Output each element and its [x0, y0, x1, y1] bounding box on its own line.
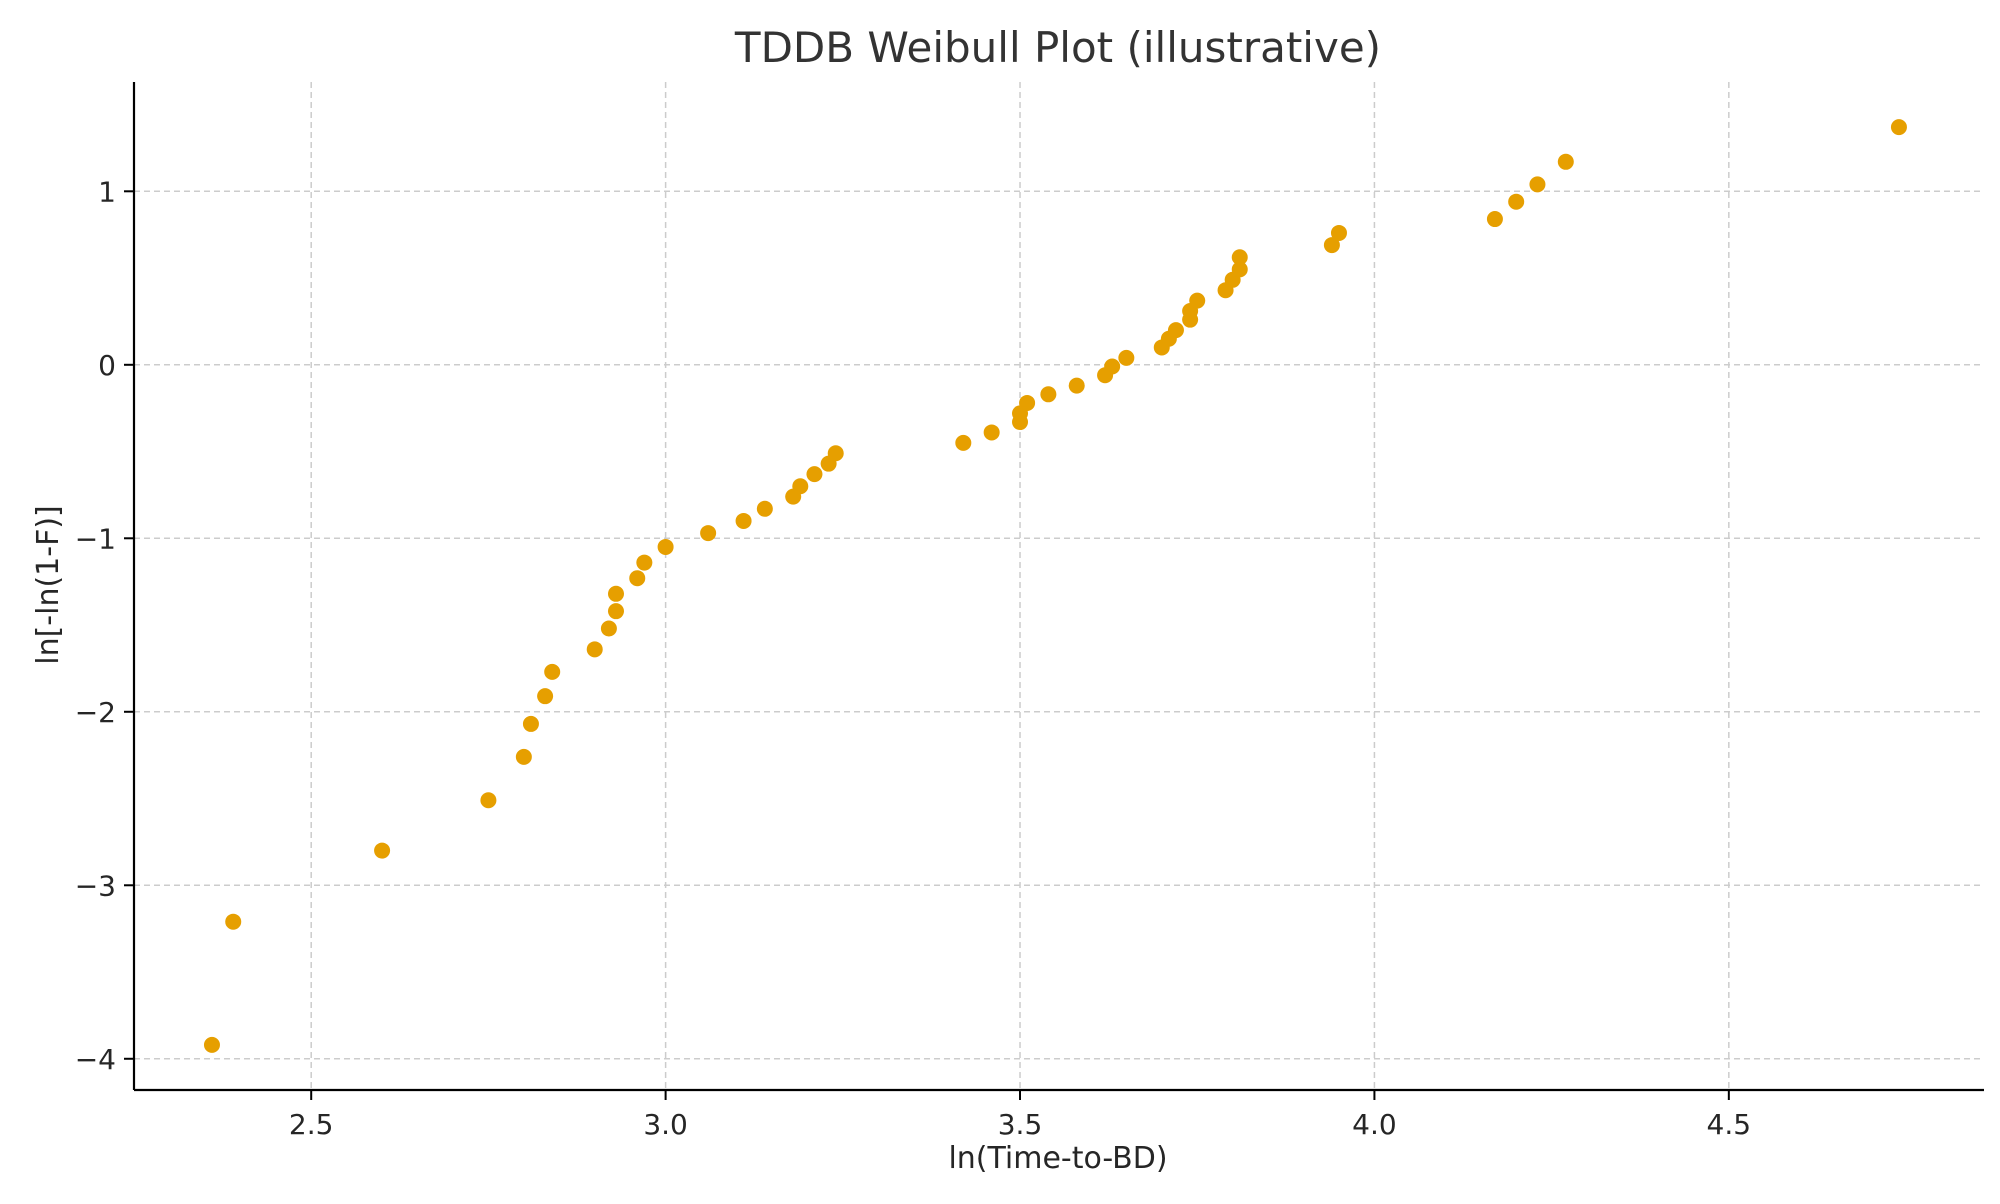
data-point [955, 434, 972, 451]
data-point [983, 424, 1000, 441]
chart-title: TDDB Weibull Plot (illustrative) [734, 23, 1381, 72]
ticks-layer: 2.5 3.0 3.5 4.0 4.5 1 0 −1 −2 −3 −4 [75, 175, 1751, 1141]
data-points-layer [203, 119, 1907, 1053]
data-point [1104, 358, 1121, 375]
y-tick-label: −3 [75, 869, 116, 902]
data-point [1890, 119, 1907, 136]
data-point [225, 913, 242, 930]
data-point [1231, 261, 1248, 278]
data-point [756, 500, 773, 517]
data-point [1068, 377, 1085, 394]
data-point [1040, 386, 1057, 403]
data-point [480, 792, 497, 809]
axes-layer [132, 82, 1984, 1092]
x-tick-label: 3.5 [998, 1108, 1043, 1141]
data-point [1529, 176, 1546, 193]
data-point [515, 748, 532, 765]
x-tick-label: 2.5 [289, 1108, 334, 1141]
data-point [636, 554, 653, 571]
data-point [657, 538, 674, 555]
y-tick-label: −4 [75, 1043, 116, 1076]
x-tick-label: 4.5 [1707, 1108, 1752, 1141]
data-point [537, 688, 554, 705]
data-point [1486, 211, 1503, 228]
data-point [735, 512, 752, 529]
y-tick-label: 0 [98, 349, 116, 382]
data-point [1118, 349, 1135, 366]
data-point [607, 603, 624, 620]
y-tick-label: −1 [75, 522, 116, 555]
data-point [1019, 394, 1036, 411]
data-point [827, 445, 844, 462]
data-point [586, 641, 603, 658]
data-point [1167, 322, 1184, 339]
y-axis-label: ln[-ln(1-F)] [31, 505, 66, 665]
data-point [1330, 224, 1347, 241]
y-tick-label: −2 [75, 696, 116, 729]
data-point [1323, 237, 1340, 254]
y-tick-label: 1 [98, 175, 116, 208]
data-point [700, 525, 717, 542]
data-point [1508, 193, 1525, 210]
data-point [607, 585, 624, 602]
data-point [629, 570, 646, 587]
data-point [1189, 292, 1206, 309]
data-point [374, 842, 391, 859]
data-point [522, 715, 539, 732]
data-point [792, 478, 809, 495]
data-point [1231, 249, 1248, 266]
data-point [1557, 153, 1574, 170]
x-tick-label: 4.0 [1352, 1108, 1397, 1141]
x-axis-label: ln(Time-to-BD) [948, 1141, 1167, 1176]
data-point [203, 1036, 220, 1053]
data-point [544, 663, 561, 680]
grid-layer [134, 82, 1984, 1090]
data-point [600, 620, 617, 637]
x-tick-label: 3.0 [643, 1108, 688, 1141]
data-point [806, 466, 823, 483]
